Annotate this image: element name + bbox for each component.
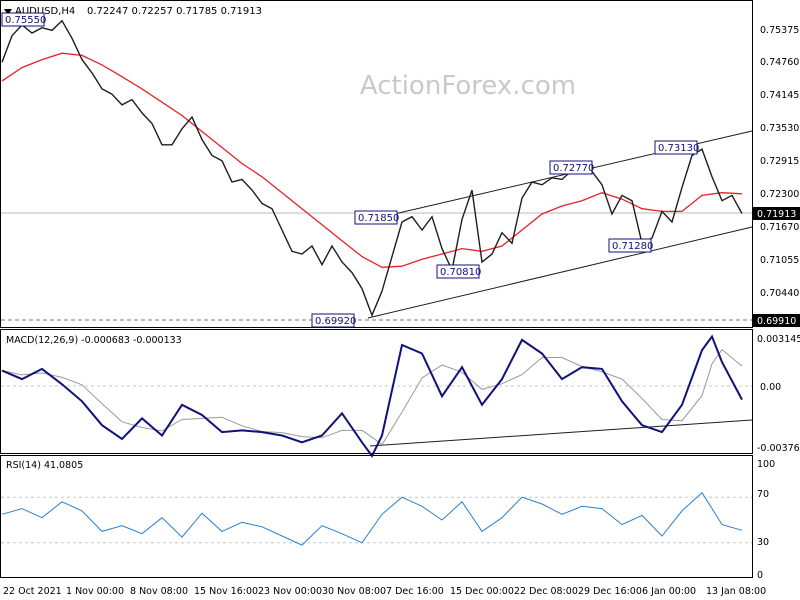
macd-tick: 0.00 bbox=[760, 382, 781, 393]
watermark: ActionForex.com bbox=[360, 71, 576, 101]
current-price-tag bbox=[753, 207, 800, 220]
low-level-label: 0.69910 bbox=[757, 316, 796, 327]
annotation-box bbox=[311, 313, 355, 328]
annotation-box bbox=[654, 140, 698, 155]
price-tick: 0.71670 bbox=[760, 222, 799, 233]
header: AUDUSD,H4 0.72247 0.72257 0.71785 0.7191… bbox=[4, 6, 262, 17]
price-tick: 0.72915 bbox=[760, 156, 799, 167]
rsi-tick: 100 bbox=[757, 459, 775, 470]
macd-line bbox=[1, 334, 743, 458]
annotation-label: 0.69920 bbox=[315, 316, 356, 327]
time-tick: 30 Nov 08:00 bbox=[322, 586, 386, 597]
macd-trendline bbox=[369, 419, 753, 447]
annotation-box bbox=[1, 12, 45, 27]
time-tick: 22 Dec 08:00 bbox=[514, 586, 578, 597]
price-panel bbox=[0, 0, 753, 328]
price-tick: 0.74145 bbox=[760, 90, 799, 101]
header-ohlc: 0.72247 0.72257 0.71785 0.71913 bbox=[87, 6, 262, 17]
price-tick: 0.75375 bbox=[760, 25, 799, 36]
macd-axis: 0.003145 0.00 -0.003768 bbox=[757, 334, 800, 454]
rsi-tick: 0 bbox=[757, 570, 763, 581]
time-tick: 13 Jan 08:00 bbox=[706, 586, 766, 597]
price-tick: 0.72300 bbox=[760, 189, 799, 200]
time-tick: 29 Dec 16:00 bbox=[578, 586, 642, 597]
annotation-label: 0.73130 bbox=[658, 143, 699, 154]
rsi-axis: 100 70 30 0 bbox=[757, 459, 775, 581]
price-tick: 0.74760 bbox=[760, 57, 799, 68]
annotation-box bbox=[436, 264, 480, 279]
macd-label: MACD(12,26,9) -0.000683 -0.000133 bbox=[6, 335, 182, 346]
time-tick: 23 Nov 00:00 bbox=[258, 586, 322, 597]
annotation-label: 0.75550 bbox=[5, 15, 46, 26]
rsi-panel bbox=[0, 455, 753, 578]
time-tick: 15 Nov 16:00 bbox=[194, 586, 258, 597]
collapse-triangle-icon bbox=[4, 9, 12, 15]
annotation-label: 0.72770 bbox=[553, 163, 594, 174]
time-tick: 8 Nov 08:00 bbox=[130, 586, 188, 597]
time-tick: 6 Jan 00:00 bbox=[642, 586, 696, 597]
current-price-label: 0.71913 bbox=[757, 209, 796, 220]
rsi-label: RSI(14) 41.0805 bbox=[6, 460, 83, 471]
header-symbol: AUDUSD,H4 bbox=[15, 6, 75, 17]
price-tick: 0.70440 bbox=[760, 288, 799, 299]
moving-average-line bbox=[1, 52, 743, 268]
time-tick: 7 Dec 16:00 bbox=[386, 586, 444, 597]
rsi-tick: 70 bbox=[757, 489, 769, 500]
macd-tick: 0.003145 bbox=[757, 334, 800, 345]
rsi-tick: 30 bbox=[757, 537, 769, 548]
time-tick: 1 Nov 00:00 bbox=[66, 586, 124, 597]
price-line bbox=[1, 19, 743, 318]
price-annotations: 0.75550 0.71850 0.69920 0.70810 0.72770 … bbox=[1, 12, 699, 328]
time-tick: 22 Oct 2021 bbox=[3, 586, 62, 597]
low-level-tag bbox=[753, 314, 800, 327]
annotation-box bbox=[608, 238, 652, 253]
macd-tick: -0.003768 bbox=[757, 443, 800, 454]
annotation-label: 0.71280 bbox=[612, 241, 653, 252]
price-tick: 0.73530 bbox=[760, 123, 799, 134]
rsi-line bbox=[1, 491, 743, 546]
price-tick: 0.71055 bbox=[760, 255, 799, 266]
channel-lower-line bbox=[367, 226, 753, 319]
price-axis: 0.75375 0.74760 0.74145 0.73530 0.72915 … bbox=[760, 25, 799, 299]
annotation-label: 0.70810 bbox=[440, 267, 481, 278]
annotation-label: 0.71850 bbox=[358, 213, 399, 224]
macd-signal-line bbox=[1, 348, 743, 446]
macd-panel bbox=[0, 329, 753, 454]
time-axis: 22 Oct 2021 1 Nov 00:00 8 Nov 08:00 15 N… bbox=[3, 586, 766, 597]
annotation-box bbox=[354, 210, 398, 225]
annotation-box bbox=[549, 160, 593, 175]
time-tick: 15 Dec 00:00 bbox=[450, 586, 514, 597]
